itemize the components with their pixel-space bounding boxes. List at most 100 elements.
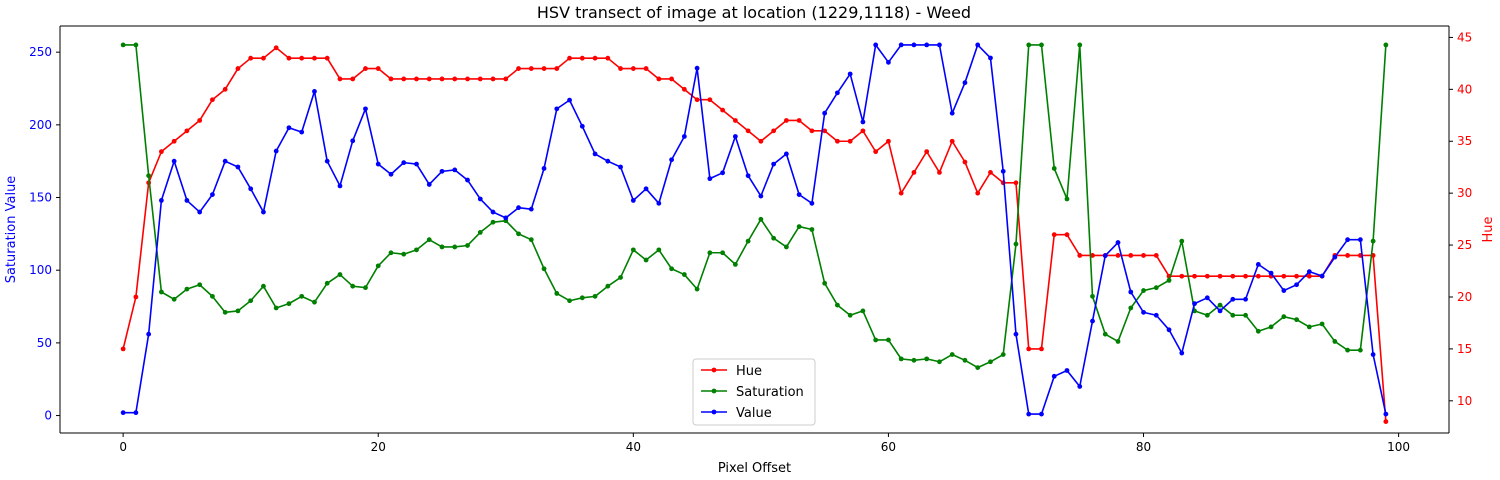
left-y-tick-label: 100 bbox=[29, 263, 52, 277]
value-point bbox=[401, 160, 407, 166]
hue-point bbox=[516, 66, 521, 71]
value-point bbox=[159, 198, 164, 203]
saturation-series-line bbox=[123, 44, 1387, 369]
hue-point bbox=[388, 76, 394, 82]
value-point bbox=[1128, 289, 1134, 295]
saturation-point bbox=[605, 283, 611, 289]
value-point bbox=[681, 134, 687, 139]
value-point bbox=[898, 42, 904, 48]
hue-point bbox=[1281, 273, 1287, 279]
chart-marks: 0 20 40 60 80 100 0 50 100 150 200 250 10 15 20 25 30 35 4… bbox=[4, 25, 1496, 476]
saturation-point bbox=[222, 309, 228, 315]
saturation-point bbox=[337, 272, 343, 277]
saturation-point bbox=[975, 365, 981, 370]
hue-point bbox=[605, 55, 611, 61]
saturation-point bbox=[1077, 42, 1083, 48]
value-point bbox=[975, 42, 981, 48]
hue-point bbox=[962, 159, 968, 165]
hue-point bbox=[567, 55, 572, 61]
saturation-point bbox=[1294, 317, 1299, 323]
value-point bbox=[1255, 261, 1261, 267]
hue-point bbox=[911, 170, 917, 175]
value-point bbox=[643, 186, 649, 192]
x-tick-label: 60 bbox=[881, 440, 896, 454]
value-point bbox=[299, 129, 305, 135]
hue-point bbox=[210, 97, 215, 103]
hue-point bbox=[261, 55, 266, 61]
saturation-point bbox=[324, 280, 330, 286]
value-point bbox=[567, 97, 572, 103]
left-y-tick-label: 250 bbox=[29, 45, 52, 59]
value-point bbox=[312, 89, 317, 94]
saturation-point bbox=[1204, 312, 1210, 318]
value-point bbox=[235, 164, 241, 170]
value-point bbox=[375, 161, 381, 167]
saturation-point bbox=[1230, 312, 1236, 318]
value-point bbox=[388, 171, 394, 177]
hue-point bbox=[937, 170, 942, 175]
value-point bbox=[146, 331, 152, 337]
value-point bbox=[1166, 327, 1172, 333]
saturation-point bbox=[1332, 339, 1338, 344]
saturation-point bbox=[248, 298, 254, 304]
hue-point bbox=[694, 97, 700, 103]
hue-point bbox=[1204, 273, 1210, 279]
hue-point bbox=[1306, 273, 1312, 279]
saturation-point bbox=[401, 251, 407, 257]
saturation-point bbox=[681, 272, 687, 277]
hue-point bbox=[1141, 253, 1146, 258]
saturation-point bbox=[439, 244, 445, 250]
saturation-point bbox=[1255, 328, 1261, 334]
right-y-tick-label: 30 bbox=[1457, 186, 1472, 200]
saturation-point bbox=[1281, 314, 1287, 320]
value-point bbox=[477, 196, 483, 202]
saturation-point bbox=[783, 244, 789, 250]
saturation-point bbox=[452, 244, 458, 250]
right-y-tick-label: 10 bbox=[1457, 394, 1472, 408]
saturation-point bbox=[1179, 238, 1185, 244]
hue-point bbox=[1077, 253, 1083, 258]
value-point bbox=[1141, 309, 1146, 315]
value-point bbox=[1039, 411, 1044, 417]
hue-point bbox=[1051, 232, 1057, 238]
value-point bbox=[1077, 384, 1083, 389]
value-point bbox=[745, 173, 751, 179]
saturation-point bbox=[1115, 339, 1121, 344]
hue-point bbox=[350, 76, 356, 82]
value-point bbox=[911, 42, 917, 48]
value-point bbox=[452, 167, 458, 173]
saturation-point bbox=[1319, 321, 1325, 327]
hue-point bbox=[541, 66, 547, 71]
saturation-point bbox=[1039, 42, 1044, 48]
value-point bbox=[1294, 282, 1299, 288]
value-point bbox=[1230, 296, 1236, 302]
saturation-point bbox=[1090, 293, 1095, 299]
saturation-point bbox=[1243, 312, 1248, 318]
value-point bbox=[1357, 237, 1363, 243]
saturation-point bbox=[898, 356, 904, 362]
value-point bbox=[210, 192, 215, 198]
hue-point bbox=[1230, 273, 1236, 279]
hue-point bbox=[1255, 273, 1261, 279]
saturation-point bbox=[133, 42, 139, 48]
value-point bbox=[1383, 411, 1389, 417]
saturation-point bbox=[579, 295, 585, 301]
saturation-point bbox=[643, 257, 649, 263]
value-series-line bbox=[123, 44, 1387, 415]
saturation-point bbox=[732, 261, 738, 267]
saturation-point bbox=[1013, 241, 1019, 247]
hue-legend-label: Hue bbox=[736, 364, 762, 379]
hue-legend-marker bbox=[711, 367, 717, 373]
value-point bbox=[1370, 352, 1376, 357]
saturation-point bbox=[541, 266, 547, 272]
hue-point bbox=[465, 76, 470, 82]
saturation-point bbox=[1141, 288, 1146, 293]
hue-point bbox=[669, 76, 674, 82]
value-point bbox=[924, 42, 930, 48]
hue-point bbox=[477, 76, 483, 82]
value-point bbox=[771, 161, 777, 167]
value-point bbox=[847, 71, 853, 77]
value-point bbox=[120, 410, 126, 416]
value-point bbox=[873, 42, 879, 48]
